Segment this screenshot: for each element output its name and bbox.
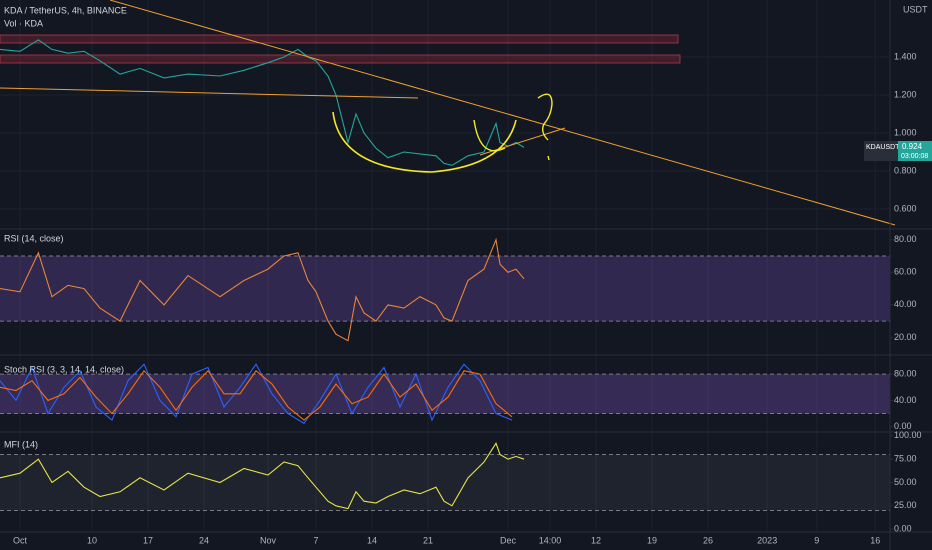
series-line	[0, 39, 525, 166]
price-badge	[898, 141, 932, 161]
x-tick-label: 12	[591, 535, 601, 545]
handle-drawing	[473, 119, 506, 152]
cup-drawing	[332, 111, 517, 173]
price-badge-countdown: 03:00:08	[901, 153, 928, 160]
symbol-title: KDA / TetherUS, 4h, BINANCE	[4, 5, 127, 15]
y-tick-label: 80.00	[894, 234, 917, 244]
y-tick-label: 40.00	[894, 299, 917, 309]
x-tick-label: 9	[814, 535, 819, 545]
x-tick-label: Oct	[13, 535, 28, 545]
price-badge-value: 0.924	[902, 142, 923, 151]
y-tick-label: 100.00	[894, 430, 922, 440]
y-tick-label: 0.00	[894, 421, 912, 431]
y-tick-label: 60.00	[894, 267, 917, 277]
x-tick-label: 2023	[757, 535, 777, 545]
x-tick-label: 17	[143, 535, 153, 545]
currency-label: USDT	[903, 4, 928, 14]
x-tick-label: Nov	[260, 535, 277, 545]
question-mark	[537, 93, 553, 161]
y-tick-label: 80.00	[894, 368, 917, 378]
indicator-band	[0, 256, 890, 322]
series-line	[0, 363, 513, 425]
x-tick-label: 19	[647, 535, 657, 545]
x-tick-label: 14	[367, 535, 377, 545]
indicator-title: MFI (14)	[4, 439, 38, 449]
y-tick-label: 75.00	[894, 454, 917, 464]
x-tick-label: 16	[870, 535, 880, 545]
y-tick-label: 0.00	[894, 524, 912, 534]
data-layer	[0, 39, 525, 510]
indicator-title: RSI (14, close)	[4, 233, 64, 243]
series-line	[0, 369, 513, 421]
y-tick-label: 1.000	[894, 127, 917, 137]
y-tick-label: 20.00	[894, 332, 917, 342]
x-tick-label: 14:00	[539, 535, 562, 545]
resistance-zone	[0, 34, 679, 44]
y-tick-label: 40.00	[894, 395, 917, 405]
y-tick-label: 25.00	[894, 500, 917, 510]
symbol-badge-text: KDAUSDT	[866, 144, 900, 151]
x-tick-label: 26	[703, 535, 713, 545]
y-tick-label: 0.800	[894, 165, 917, 175]
trend-line	[109, 0, 896, 226]
y-tick-label: 1.200	[894, 89, 917, 99]
y-tick-label: 1.400	[894, 51, 917, 61]
indicator-title: Stoch RSI (3, 3, 14, 14, close)	[4, 364, 124, 374]
x-tick-label: 10	[87, 535, 97, 545]
series-line	[0, 442, 525, 510]
y-tick-label: 50.00	[894, 477, 917, 487]
series-line	[0, 237, 525, 342]
trend-line	[0, 87, 419, 99]
x-tick-label: 21	[423, 535, 433, 545]
x-tick-label: 24	[199, 535, 209, 545]
resistance-zone	[0, 54, 681, 64]
x-tick-label: 7	[313, 535, 318, 545]
x-tick-label: Dec	[500, 535, 517, 545]
volume-label: Vol · KDA	[4, 18, 43, 28]
y-tick-label: 0.600	[894, 203, 917, 213]
symbol-badge	[864, 141, 904, 161]
